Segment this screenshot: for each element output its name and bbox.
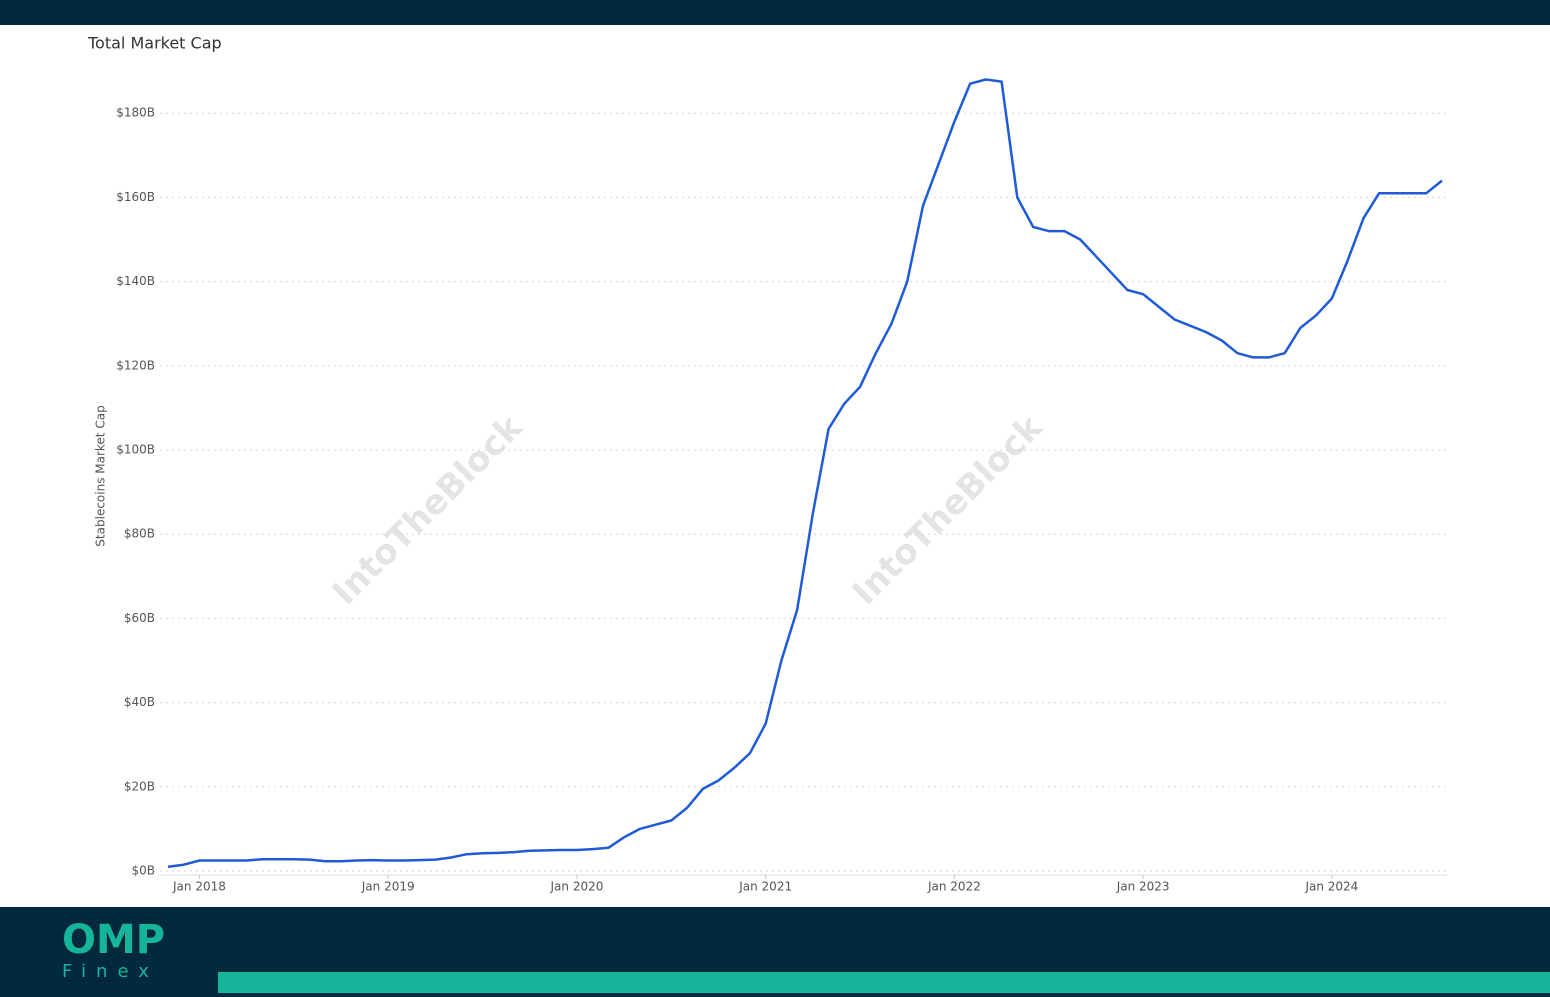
x-tick-label: Jan 2019 <box>361 880 415 894</box>
logo: OMP <box>62 917 165 963</box>
x-tick-label: Jan 2024 <box>1304 880 1358 894</box>
y-tick-label: $60B <box>124 611 155 625</box>
x-tick-label: Jan 2022 <box>927 880 981 894</box>
data-line <box>167 78 1443 869</box>
y-tick-label: $0B <box>131 864 155 878</box>
y-tick-label: $120B <box>116 358 155 372</box>
x-tick-label: Jan 2018 <box>172 880 226 894</box>
chart-title: Total Market Cap <box>87 34 222 53</box>
y-tick-label: $40B <box>124 695 155 709</box>
y-axis-label: Stablecoins Market Cap <box>94 405 108 546</box>
y-tick-label: $140B <box>116 274 155 288</box>
x-tick-label: Jan 2023 <box>1116 880 1170 894</box>
chart-panel <box>0 25 1550 907</box>
top-bar <box>0 0 1550 25</box>
x-tick-label: Jan 2020 <box>550 880 604 894</box>
sublogo: Finex <box>62 961 159 982</box>
accent-strip <box>218 972 1550 993</box>
y-tick-label: $100B <box>116 443 155 457</box>
y-tick-label: $80B <box>124 527 155 541</box>
y-tick-label: $160B <box>116 190 155 204</box>
y-tick-label: $20B <box>124 779 155 793</box>
y-tick-label: $180B <box>116 106 155 120</box>
x-tick-label: Jan 2021 <box>738 880 792 894</box>
